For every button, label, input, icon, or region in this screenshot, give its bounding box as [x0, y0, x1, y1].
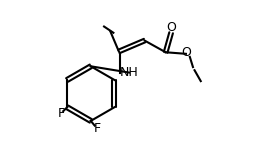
Text: NH: NH	[120, 66, 138, 79]
Text: O: O	[166, 21, 176, 34]
Text: F: F	[57, 107, 64, 120]
Text: F: F	[93, 122, 101, 135]
Text: O: O	[181, 46, 191, 59]
